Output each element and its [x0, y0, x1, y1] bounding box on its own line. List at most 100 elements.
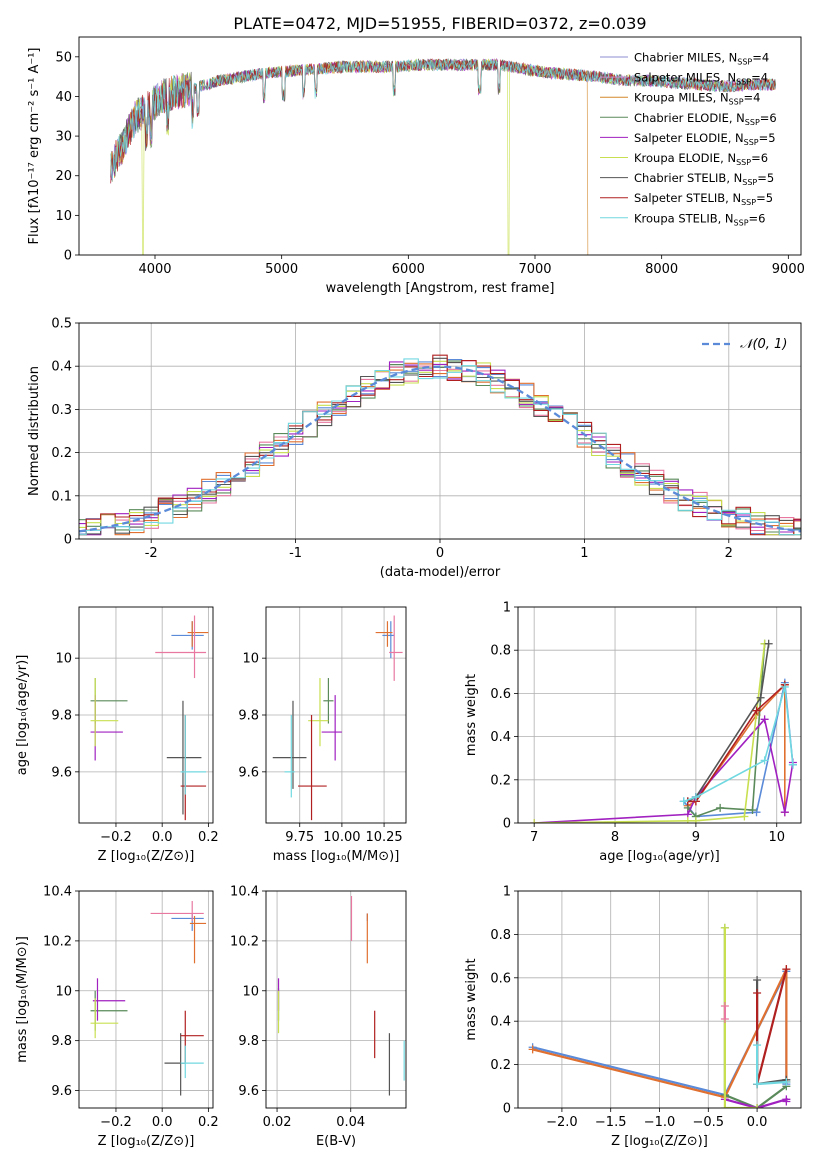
x-tick-label: 0.2: [198, 1115, 219, 1130]
errorbar-point-chabrier-stelib: [166, 700, 202, 815]
weight-marker: [720, 1002, 729, 1011]
x-tick-label: 9: [692, 830, 700, 845]
legend-entry-value: =6: [751, 151, 768, 165]
y-tick-label: 0.6: [490, 971, 511, 986]
weight-marker: [780, 808, 789, 817]
weight-marker: [760, 715, 769, 724]
plot-area-mass_vs_Z: [90, 900, 207, 1096]
weight-marker: [753, 1104, 762, 1108]
weight-marker: [788, 760, 797, 769]
weight-marker: [530, 819, 539, 823]
y-tick-label: 9.8: [238, 1034, 259, 1049]
weight-marker: [752, 808, 761, 817]
weight-marker: [782, 965, 791, 974]
plot-area-spectrum: [110, 57, 777, 255]
weight-marker: [740, 812, 749, 821]
weight-marker: [720, 1104, 729, 1108]
errorbar-point-salpeter-stelib: [298, 715, 327, 821]
x-tick-label: 7000: [518, 262, 551, 277]
y-tick-label: 0: [503, 817, 511, 832]
plot-area-age_vs_mass: [272, 615, 403, 821]
errorbar-point-salpeter-elodie: [92, 978, 126, 1021]
weight-marker: [720, 1015, 729, 1024]
y-tick-label: 0: [64, 249, 72, 264]
y-tick-label: 10: [55, 652, 72, 667]
x-tick-label: -2: [145, 546, 158, 561]
axes-frame: [517, 890, 802, 1109]
y-tick-label: 50: [55, 50, 72, 65]
y-tick-label: 0.8: [490, 928, 511, 943]
x-tick-label: 10.25: [365, 830, 402, 845]
x-tick-label: −1.0: [644, 1115, 676, 1130]
legend-entry: Kroupa MILES, NSSP=4: [634, 91, 760, 107]
errorbar-point-hist-pink: [389, 615, 403, 681]
y-tick-label: 0.5: [51, 317, 72, 332]
y-tick-label: 1: [503, 601, 511, 616]
errorbar-point-chabrier-stelib: [164, 1033, 186, 1096]
histogram-legend: 𝒩(0, 1): [702, 337, 787, 352]
legend-entry-sub: SSP: [736, 78, 751, 87]
weight-marker: [752, 706, 761, 715]
spectrum-series-kroupa-stelib: [110, 58, 777, 180]
y-tick-label: 0.4: [490, 730, 511, 745]
plot-area-weight_vs_age: [530, 639, 797, 823]
chart-age_vs_mass: 9.75 10.00 10.25 9.6 9.8 10 mass [log₁₀(M/M⊙)]: [238, 606, 407, 864]
errorbar-point-salpeter-stelib: [180, 1010, 204, 1064]
legend-entry-label: Kroupa MILES, N: [634, 91, 729, 105]
legend-entry-sub: SSP: [745, 118, 760, 127]
histogram-series-6: [79, 360, 801, 536]
plot-area-mass_vs_ebv: [277, 895, 405, 1096]
y-tick-label: 0.3: [51, 403, 72, 418]
axes-frame: [78, 36, 802, 256]
legend-entry: Salpeter STELIB, NSSP=5: [634, 191, 773, 207]
weight-series-hist-orange: [532, 968, 788, 1099]
x-tick-label: 10.00: [323, 830, 360, 845]
errorbar-point-kroupa-stelib: [284, 715, 295, 798]
axes-frame: [78, 890, 214, 1109]
x-axis-label: mass [log₁₀(M/M⊙)]: [273, 849, 400, 864]
weight-marker: [756, 693, 765, 702]
x-tick-label: -1: [289, 546, 302, 561]
chart-weight_vs_age: 7 8 9 10 0 0.2 0.4 0.6 0.8 1 age [log₁₀(age/yr)] ma…: [464, 601, 802, 864]
legend-entry-value: =6: [749, 211, 766, 225]
errorbar-point-hist-orange: [187, 621, 209, 647]
x-tick-label: 9000: [772, 262, 805, 277]
legend-entry-sub: SSP: [737, 58, 752, 67]
errorbar-point-chabrier-stelib: [272, 700, 307, 789]
y-tick-label: 0.2: [490, 1058, 511, 1073]
y-tick-label: 9.6: [51, 1084, 72, 1099]
legend-entry: Salpeter MILES, NSSP=4: [634, 71, 768, 87]
legend-entry: Chabrier MILES, NSSP=4: [634, 51, 769, 67]
y-tick-label: 0.6: [490, 687, 511, 702]
errorbar-point-salpeter-stelib: [180, 715, 207, 821]
x-axis-label: Z [log₁₀(Z/Z⊙)]: [98, 1134, 195, 1149]
x-tick-label: 7: [530, 830, 538, 845]
y-tick-label: 10: [242, 652, 259, 667]
weight-marker: [748, 806, 757, 815]
errorbar-point-hist-blue: [171, 913, 204, 931]
errorbar-point-chabrier-elodie: [323, 678, 334, 724]
weight-marker: [528, 1045, 537, 1054]
y-tick-label: 10.2: [230, 934, 259, 949]
legend-entry-label: Salpeter ELODIE, N: [634, 131, 744, 145]
x-axis-label: wavelength [Angstrom, rest frame]: [326, 281, 555, 296]
legend-entry-sub: SSP: [729, 98, 744, 107]
weight-marker: [760, 756, 769, 765]
y-tick-label: 30: [55, 130, 72, 145]
y-axis-label: mass weight: [464, 674, 479, 756]
x-axis-label: E(B-V): [316, 1134, 356, 1149]
weight-marker: [691, 816, 700, 823]
y-tick-label: 9.8: [51, 1034, 72, 1049]
x-tick-label: 0.0: [152, 830, 173, 845]
y-tick-label: 0.1: [51, 489, 72, 504]
y-tick-label: 10.2: [43, 934, 72, 949]
y-tick-label: 10: [55, 984, 72, 999]
legend-entry-value: =5: [759, 131, 776, 145]
legend-entry-value: =4: [751, 71, 768, 85]
legend-entry-value: =6: [760, 111, 777, 125]
chart-residual_histogram: -2 -1 0 1 2 0 0.1 0.2 0.3 0.4 0.5 (data-model)/erro…: [27, 317, 802, 580]
plot-area-age_vs_Z: [90, 615, 209, 821]
x-tick-label: 1: [580, 546, 588, 561]
errorbar-point-hist-pink: [155, 615, 207, 679]
